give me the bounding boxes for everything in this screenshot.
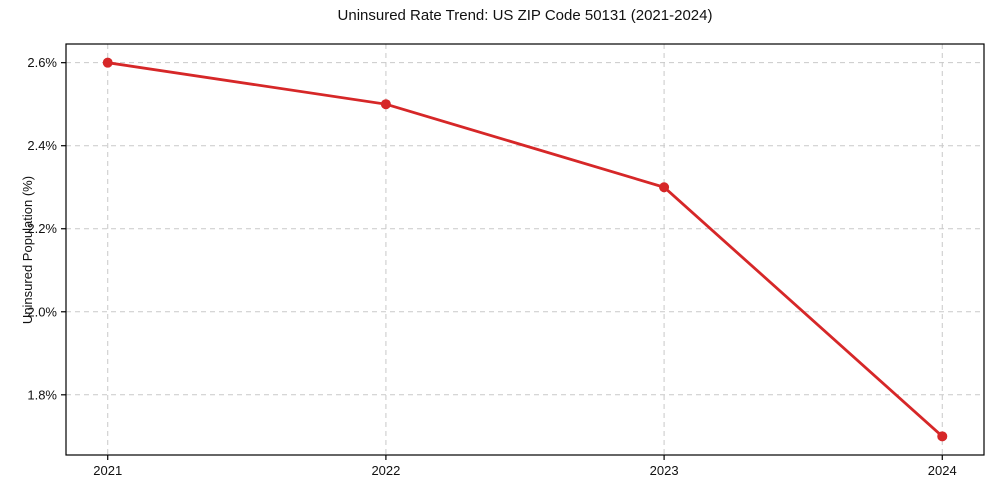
- x-tick-label: 2022: [371, 463, 400, 478]
- x-tick-label: 2023: [650, 463, 679, 478]
- data-line: [106, 61, 944, 438]
- y-tick-label: 2.0%: [27, 304, 57, 319]
- y-tick-label: 2.6%: [27, 55, 57, 70]
- x-tick-label: 2021: [93, 463, 122, 478]
- y-tick-label: 2.4%: [27, 138, 57, 153]
- data-point-marker: [102, 57, 113, 68]
- x-tick-label: 2024: [928, 463, 957, 478]
- data-point-marker: [937, 431, 948, 442]
- data-point-marker: [659, 182, 670, 193]
- chart-title: Uninsured Rate Trend: US ZIP Code 50131 …: [337, 7, 713, 24]
- plot-border: [65, 43, 985, 456]
- y-tick-label: 1.8%: [27, 387, 57, 402]
- data-point-marker: [380, 99, 391, 110]
- y-tick-label: 2.2%: [27, 221, 57, 236]
